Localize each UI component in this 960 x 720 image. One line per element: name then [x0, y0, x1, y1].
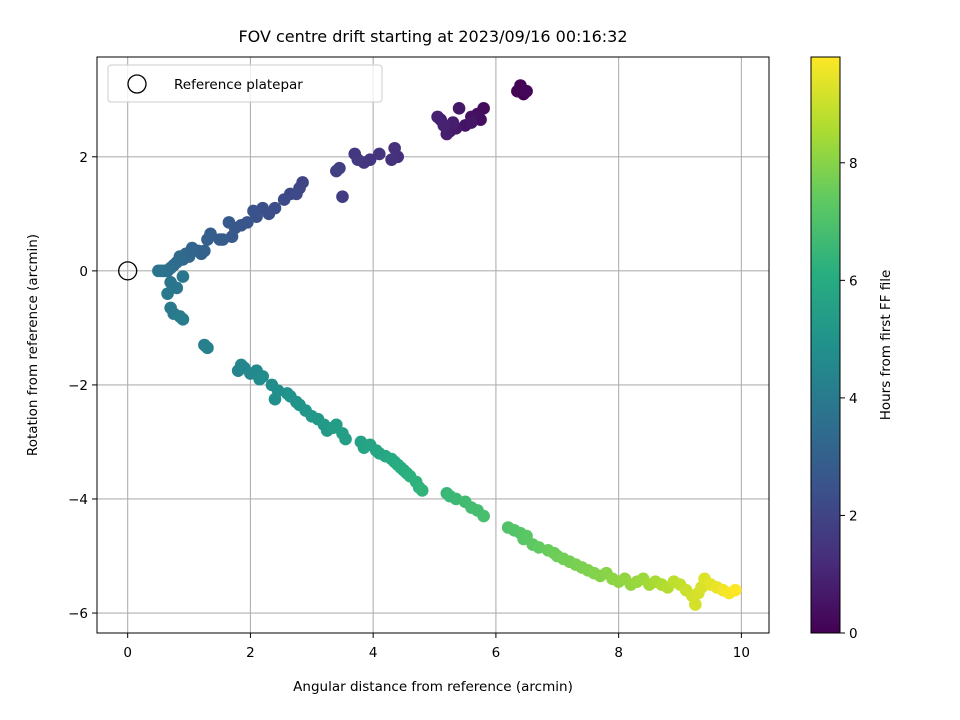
colorbar: 0 2 4 6 8 Hours from first FF file [810, 56, 894, 642]
scatter-point [152, 264, 165, 278]
grid-lines [97, 57, 769, 633]
scatter-point [256, 370, 269, 383]
scatter-point [268, 392, 282, 406]
scatter-point [452, 102, 466, 115]
plot-frame [96, 56, 770, 634]
y-tick-label: −2 [68, 378, 88, 394]
colorbar-tick-label: 6 [849, 273, 858, 289]
scatter-point [385, 153, 398, 166]
colorbar-tick-label: 2 [849, 508, 858, 524]
data-points [152, 79, 742, 611]
scatter-point [388, 141, 401, 155]
scatter-point [465, 116, 478, 129]
x-tick-label: 4 [369, 645, 378, 661]
scatter-point [277, 193, 291, 206]
legend: Reference platepar [107, 64, 383, 103]
legend-label: Reference platepar [174, 77, 303, 93]
x-tick-label: 2 [246, 645, 255, 661]
scatter-point [351, 153, 365, 166]
colorbar-tick-label: 8 [849, 156, 858, 172]
x-axis-label: Angular distance from reference (arcmin) [293, 679, 573, 695]
scatter-point [247, 204, 260, 218]
colorbar-tick-label: 0 [849, 626, 858, 642]
y-tick-label: 2 [79, 150, 88, 166]
scatter-point [437, 119, 451, 132]
scatter-point [728, 583, 742, 597]
x-tick-label: 8 [614, 645, 623, 661]
colorbar-tick-label: 4 [849, 391, 858, 407]
scatter-point [415, 484, 429, 497]
scatter-point [176, 313, 190, 326]
chart-title: FOV centre drift starting at 2023/09/16 … [238, 27, 627, 46]
scatter-point [477, 509, 490, 523]
y-tick-label: −4 [68, 492, 88, 508]
scatter-point [222, 216, 236, 229]
scatter-point [333, 161, 346, 175]
colorbar-ticks: 0 2 4 6 8 [840, 156, 858, 642]
reference-point-marker [118, 261, 138, 281]
y-tick-label: −6 [68, 606, 88, 622]
scatter-point [161, 287, 174, 300]
scatter-point [339, 432, 352, 446]
scatter-point [511, 84, 524, 98]
legend-open-circle-marker [127, 74, 147, 94]
colorbar-label: Hours from first FF file [878, 270, 894, 421]
y-tick-label: 0 [79, 264, 88, 280]
x-tick-label: 10 [733, 645, 750, 661]
scatter-point [201, 341, 214, 355]
legend-box [107, 64, 383, 103]
colorbar-gradient [810, 56, 841, 634]
scatter-point [176, 270, 190, 283]
scatter-point [213, 233, 227, 246]
y-axis-ticks: −6 −4 −2 0 2 [68, 150, 97, 622]
scatter-point [336, 190, 349, 204]
x-tick-label: 0 [123, 645, 132, 661]
scatter-point [373, 147, 386, 161]
x-axis-ticks: 0 2 4 6 8 10 [123, 633, 750, 661]
scatter-point [689, 598, 702, 611]
x-tick-label: 6 [492, 645, 501, 661]
scatter-point [290, 187, 303, 201]
scatter-point [170, 281, 184, 295]
y-axis-label: Rotation from reference (arcmin) [25, 234, 41, 456]
scatter-point [520, 84, 533, 98]
scatter-point [201, 233, 214, 246]
